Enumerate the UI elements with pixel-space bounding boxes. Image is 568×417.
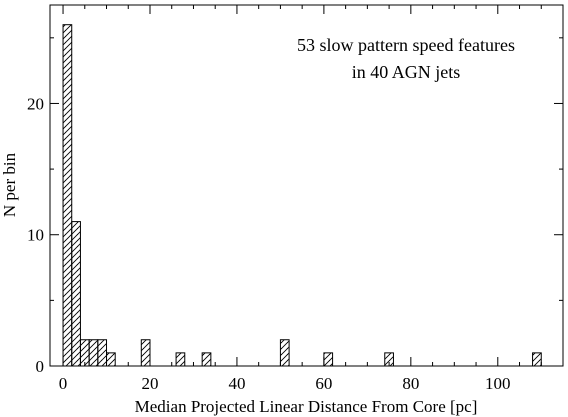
histogram-bar xyxy=(323,352,334,367)
y-axis-ticks: 0 10 20 xyxy=(27,37,563,376)
histogram-bar xyxy=(106,352,116,367)
y-tick-label: 0 xyxy=(36,357,45,376)
x-tick-label: 40 xyxy=(228,374,245,393)
histogram-bar xyxy=(88,339,99,367)
plot-frame xyxy=(49,4,564,367)
x-tick-label: 20 xyxy=(141,374,158,393)
y-axis-label: N per bin xyxy=(0,152,19,217)
y-tick-label: 20 xyxy=(27,94,44,113)
histogram-bar xyxy=(201,352,212,367)
histogram-bar xyxy=(62,24,73,367)
histogram-bar xyxy=(175,352,186,367)
bars-group xyxy=(62,24,542,367)
histogram-bar xyxy=(97,339,108,367)
x-axis-label: Median Projected Linear Distance From Co… xyxy=(135,397,478,416)
x-tick-label: 60 xyxy=(315,374,332,393)
histogram-bar xyxy=(140,339,151,367)
annotation-line-2: in 40 AGN jets xyxy=(352,62,461,82)
x-tick-label: 0 xyxy=(59,374,68,393)
histogram-bar xyxy=(71,221,81,367)
annotation-line-1: 53 slow pattern speed features xyxy=(297,35,515,55)
histogram-bar xyxy=(532,352,542,367)
histogram-bar xyxy=(279,339,290,367)
y-tick-label: 10 xyxy=(27,226,44,245)
x-tick-label: 80 xyxy=(402,374,419,393)
x-axis-ticks: 0 20 40 60 80 100 xyxy=(59,5,564,393)
x-tick-label: 100 xyxy=(485,374,511,393)
